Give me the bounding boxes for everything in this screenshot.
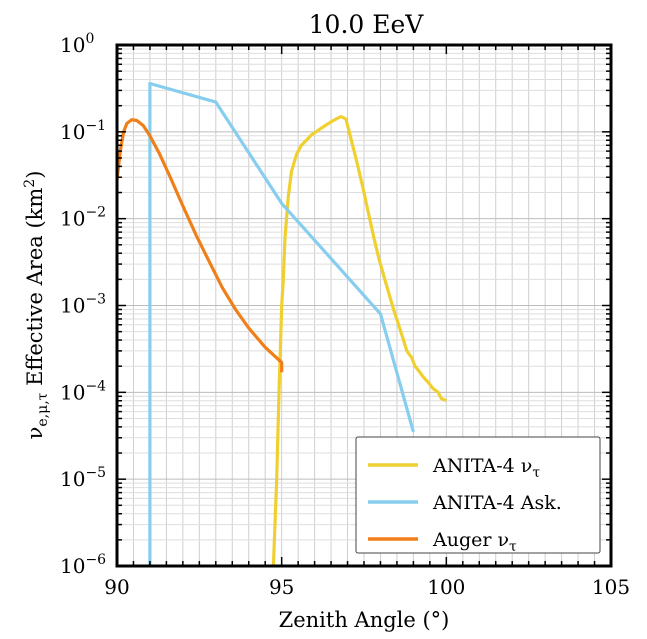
x-tick-label: 90 (104, 575, 129, 599)
y-tick-label: 10−1 (60, 118, 106, 144)
y-tick-label: 10−5 (60, 465, 106, 491)
y-tick-label: 10−4 (60, 378, 106, 404)
legend-label-1: ANITA-4 Ask. (432, 492, 562, 514)
y-tick-label: 10−6 (60, 552, 106, 578)
legend: ANITA-4 ντ ANITA-4 Ask. Auger ντ (355, 436, 601, 555)
tick-labels: 90 95 100 105 100 10−1 10−2 10−3 10−4 10−5 10−6 (60, 31, 630, 599)
x-tick-label: 100 (427, 575, 465, 599)
x-axis-label: Zenith Angle (°) (279, 608, 450, 632)
axis-ticks (116, 45, 612, 567)
series-line-0 (271, 114, 447, 567)
series-line-1 (148, 81, 415, 566)
x-tick-label: 95 (269, 575, 294, 599)
legend-label-2: Auger ντ (432, 529, 517, 555)
series-line-2 (115, 118, 284, 373)
y-tick-label: 10−3 (60, 292, 106, 318)
x-tick-label: 105 (592, 575, 630, 599)
legend-label-0: ANITA-4 ντ (432, 455, 540, 481)
y-tick-label: 10−2 (60, 205, 106, 231)
chart-title: 10.0 EeV (309, 10, 425, 39)
y-tick-label: 100 (60, 31, 94, 57)
y-axis-label: νe,μ,τ Effective Area (km2) (22, 171, 51, 440)
series-layer (115, 81, 447, 567)
